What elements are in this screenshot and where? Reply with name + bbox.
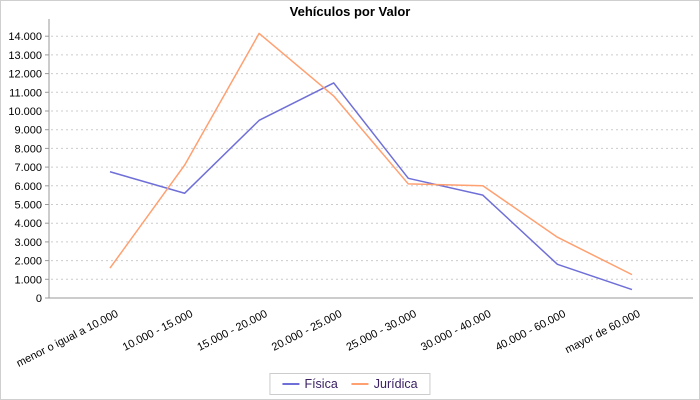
y-tick-label: 9.000 [14, 125, 42, 137]
y-tick-label: 10.000 [8, 106, 42, 118]
y-tick-label: 1.000 [14, 274, 42, 286]
y-tick-label: 3.000 [14, 237, 42, 249]
series-line-jurídica [109, 32, 633, 276]
legend: Física Jurídica [269, 373, 431, 395]
y-tick-label: 2.000 [14, 256, 42, 268]
y-tick-label: 8.000 [14, 143, 42, 155]
x-category-label: 40.000 - 60.000 [494, 308, 568, 354]
y-tick-label: 5.000 [14, 200, 42, 212]
y-tick-label: 0 [36, 293, 42, 305]
y-tick-label: 12.000 [8, 69, 42, 81]
x-category-label: 20.000 - 25.000 [270, 308, 344, 354]
legend-item-física: Física [282, 377, 338, 391]
y-tick-label: 7.000 [14, 162, 42, 174]
legend-swatch-icon [351, 383, 369, 385]
legend-label: Jurídica [373, 377, 418, 391]
x-category-label: 15.000 - 20.000 [195, 308, 269, 354]
chart-title: Vehículos por Valor [289, 4, 411, 19]
x-category-label: mayor de 60.000 [563, 308, 642, 356]
y-tick-label: 14.000 [8, 31, 42, 43]
x-category-label: 25.000 - 30.000 [345, 308, 419, 354]
legend-item-jurídica: Jurídica [351, 377, 418, 391]
x-category-label: 30.000 - 40.000 [419, 308, 493, 354]
legend-label: Física [304, 377, 338, 391]
x-category-label: menor o igual a 10.000 [15, 308, 121, 370]
legend-swatch-icon [282, 383, 300, 385]
x-category-label: 10.000 - 15.000 [121, 308, 195, 354]
series-line-física [109, 82, 633, 291]
y-tick-label: 13.000 [8, 50, 42, 62]
y-tick-label: 4.000 [14, 218, 42, 230]
y-tick-label: 6.000 [14, 181, 42, 193]
y-tick-label: 11.000 [9, 87, 42, 99]
